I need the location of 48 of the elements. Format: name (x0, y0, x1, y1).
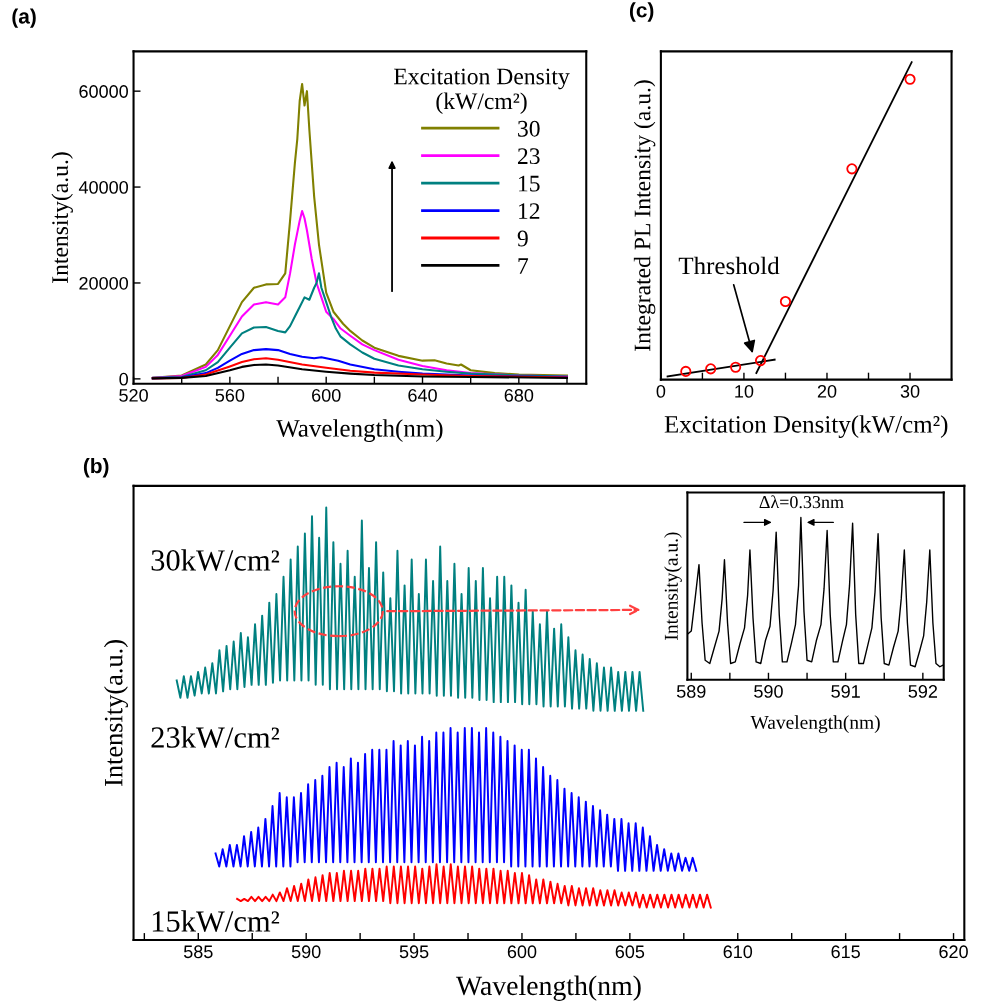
legend-label: 7 (518, 258, 529, 274)
series-label: 30kW/cm² (151, 549, 280, 571)
y-tick-label: 0 (119, 372, 128, 386)
x-tick-label: 600 (312, 389, 341, 402)
chart-title: (b) (83, 458, 109, 478)
annotation: Threshold (678, 256, 780, 275)
x-axis-title: Wavelength(nm) (276, 419, 443, 442)
x-tick-label: 595 (399, 945, 429, 959)
x-tick-label: 590 (754, 685, 783, 698)
x-axis-title: Wavelength(nm) (455, 975, 641, 1001)
x-tick-label: 0 (656, 384, 666, 398)
y-tick-label: 40000 (78, 181, 128, 194)
y-axis-title: Intensity(a.u.) (664, 532, 682, 640)
x-tick-label: 590 (291, 945, 321, 959)
legend-label: 12 (519, 203, 540, 219)
x-tick-label: 640 (408, 389, 437, 402)
x-axis-title: Excitation Density(kW/cm²) (664, 415, 948, 438)
x-tick-label: 520 (119, 389, 148, 402)
annotation: Δλ=0.33nm (759, 495, 844, 509)
x-tick-label: 615 (831, 945, 860, 959)
legend-label: 15 (519, 175, 540, 192)
x-tick-label: 592 (908, 685, 938, 698)
x-tick-label: 605 (615, 945, 645, 959)
chart-title: (c) (629, 2, 654, 22)
legend-label: 30 (518, 120, 540, 137)
y-tick-label: 20000 (79, 276, 128, 290)
x-tick-label: 591 (831, 685, 860, 698)
x-tick-label: 560 (215, 389, 245, 402)
x-tick-label: 600 (507, 945, 537, 959)
x-tick-label: 589 (676, 685, 706, 698)
legend-title: Excitation Density (kW/cm²) (394, 68, 570, 114)
x-tick-label: 610 (723, 945, 753, 959)
y-axis-title: Integrated PL Intensity (a.u.) (633, 80, 656, 351)
legend-label: 23 (517, 148, 540, 165)
x-tick-label: 585 (183, 945, 213, 959)
x-tick-label: 680 (504, 389, 534, 402)
x-tick-label: 620 (939, 945, 968, 959)
x-tick-label: 30 (900, 384, 920, 398)
y-axis-title: Intensity(a.u.) (103, 640, 128, 787)
x-tick-label: 20 (817, 384, 837, 398)
y-axis-title: Intensity(a.u.) (51, 152, 73, 283)
y-tick-label: 60000 (79, 85, 128, 98)
series-label: 23kW/cm² (151, 726, 280, 749)
x-axis-title: Wavelength(nm) (750, 715, 880, 733)
x-tick-label: 10 (735, 384, 754, 398)
legend-label: 9 (517, 230, 528, 247)
series-label: 15kW/cm² (152, 910, 280, 932)
chart-title: (a) (12, 8, 36, 28)
